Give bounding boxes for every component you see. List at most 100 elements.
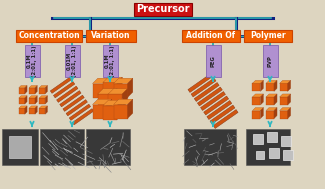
Text: 0.1M
(2:01, 1:1): 0.1M (2:01, 1:1) <box>105 45 115 77</box>
Polygon shape <box>288 94 291 105</box>
Polygon shape <box>197 87 222 106</box>
Polygon shape <box>53 82 75 98</box>
FancyBboxPatch shape <box>16 30 82 42</box>
Polygon shape <box>19 106 27 108</box>
Polygon shape <box>207 101 232 119</box>
Polygon shape <box>274 108 277 119</box>
Polygon shape <box>35 85 37 94</box>
Polygon shape <box>266 80 277 83</box>
Polygon shape <box>29 106 37 108</box>
Polygon shape <box>19 98 25 104</box>
Polygon shape <box>39 88 45 94</box>
Polygon shape <box>39 98 45 104</box>
Polygon shape <box>127 99 133 119</box>
Polygon shape <box>113 105 127 119</box>
Text: Variation: Variation <box>91 32 131 40</box>
Polygon shape <box>201 91 226 110</box>
Polygon shape <box>191 78 216 97</box>
Polygon shape <box>29 85 37 88</box>
Polygon shape <box>45 85 47 94</box>
Polygon shape <box>19 88 25 94</box>
FancyBboxPatch shape <box>263 45 278 77</box>
Polygon shape <box>267 132 277 142</box>
FancyBboxPatch shape <box>64 45 80 77</box>
FancyBboxPatch shape <box>86 30 136 42</box>
Text: Addition Of: Addition Of <box>187 32 236 40</box>
Polygon shape <box>122 89 128 108</box>
Polygon shape <box>98 89 117 94</box>
Polygon shape <box>107 78 112 98</box>
Polygon shape <box>280 97 288 105</box>
FancyBboxPatch shape <box>102 45 118 77</box>
Polygon shape <box>253 111 260 119</box>
Polygon shape <box>266 97 274 105</box>
Polygon shape <box>66 100 87 116</box>
FancyBboxPatch shape <box>246 129 290 165</box>
Polygon shape <box>98 94 112 108</box>
FancyBboxPatch shape <box>244 30 292 42</box>
Polygon shape <box>93 105 107 119</box>
Polygon shape <box>266 83 274 91</box>
Polygon shape <box>72 109 94 125</box>
Polygon shape <box>288 80 291 91</box>
Polygon shape <box>69 104 91 120</box>
Polygon shape <box>266 111 274 119</box>
Polygon shape <box>50 77 72 93</box>
Text: Polymer: Polymer <box>250 32 286 40</box>
FancyBboxPatch shape <box>134 3 191 16</box>
Polygon shape <box>45 106 47 114</box>
Polygon shape <box>280 83 288 91</box>
FancyBboxPatch shape <box>205 45 220 77</box>
Polygon shape <box>112 89 117 108</box>
Polygon shape <box>213 110 238 129</box>
Text: Precursor: Precursor <box>136 5 189 15</box>
Polygon shape <box>35 96 37 104</box>
Polygon shape <box>57 86 78 102</box>
Polygon shape <box>281 136 291 146</box>
Polygon shape <box>113 99 133 105</box>
FancyBboxPatch shape <box>40 129 84 165</box>
Polygon shape <box>253 80 264 83</box>
Polygon shape <box>253 97 260 105</box>
Polygon shape <box>29 88 35 94</box>
Polygon shape <box>29 96 37 98</box>
Polygon shape <box>93 84 107 98</box>
FancyBboxPatch shape <box>86 129 130 165</box>
Polygon shape <box>9 136 31 158</box>
FancyBboxPatch shape <box>24 45 40 77</box>
Polygon shape <box>280 94 291 97</box>
Text: 0.1M
(2:01, 1:1): 0.1M (2:01, 1:1) <box>27 45 37 77</box>
Polygon shape <box>107 99 112 119</box>
Polygon shape <box>254 134 263 144</box>
Polygon shape <box>19 108 25 114</box>
Polygon shape <box>210 105 235 124</box>
Polygon shape <box>280 111 288 119</box>
Polygon shape <box>188 74 213 92</box>
Polygon shape <box>274 80 277 91</box>
Polygon shape <box>266 108 277 111</box>
Text: PEG: PEG <box>211 55 215 67</box>
Polygon shape <box>274 94 277 105</box>
Polygon shape <box>253 108 264 111</box>
Polygon shape <box>19 85 27 88</box>
Polygon shape <box>39 106 47 108</box>
Polygon shape <box>93 99 112 105</box>
Polygon shape <box>35 106 37 114</box>
Polygon shape <box>29 108 35 114</box>
Polygon shape <box>283 150 293 160</box>
Polygon shape <box>260 94 264 105</box>
Polygon shape <box>117 77 122 96</box>
Polygon shape <box>19 96 27 98</box>
Polygon shape <box>29 98 35 104</box>
Polygon shape <box>204 96 228 115</box>
Polygon shape <box>113 84 127 98</box>
Polygon shape <box>260 108 264 119</box>
Polygon shape <box>256 151 264 159</box>
Polygon shape <box>288 108 291 119</box>
Polygon shape <box>253 83 260 91</box>
Polygon shape <box>108 89 128 94</box>
FancyBboxPatch shape <box>184 129 236 165</box>
Polygon shape <box>253 94 264 97</box>
FancyBboxPatch shape <box>182 30 240 42</box>
Polygon shape <box>93 78 112 84</box>
